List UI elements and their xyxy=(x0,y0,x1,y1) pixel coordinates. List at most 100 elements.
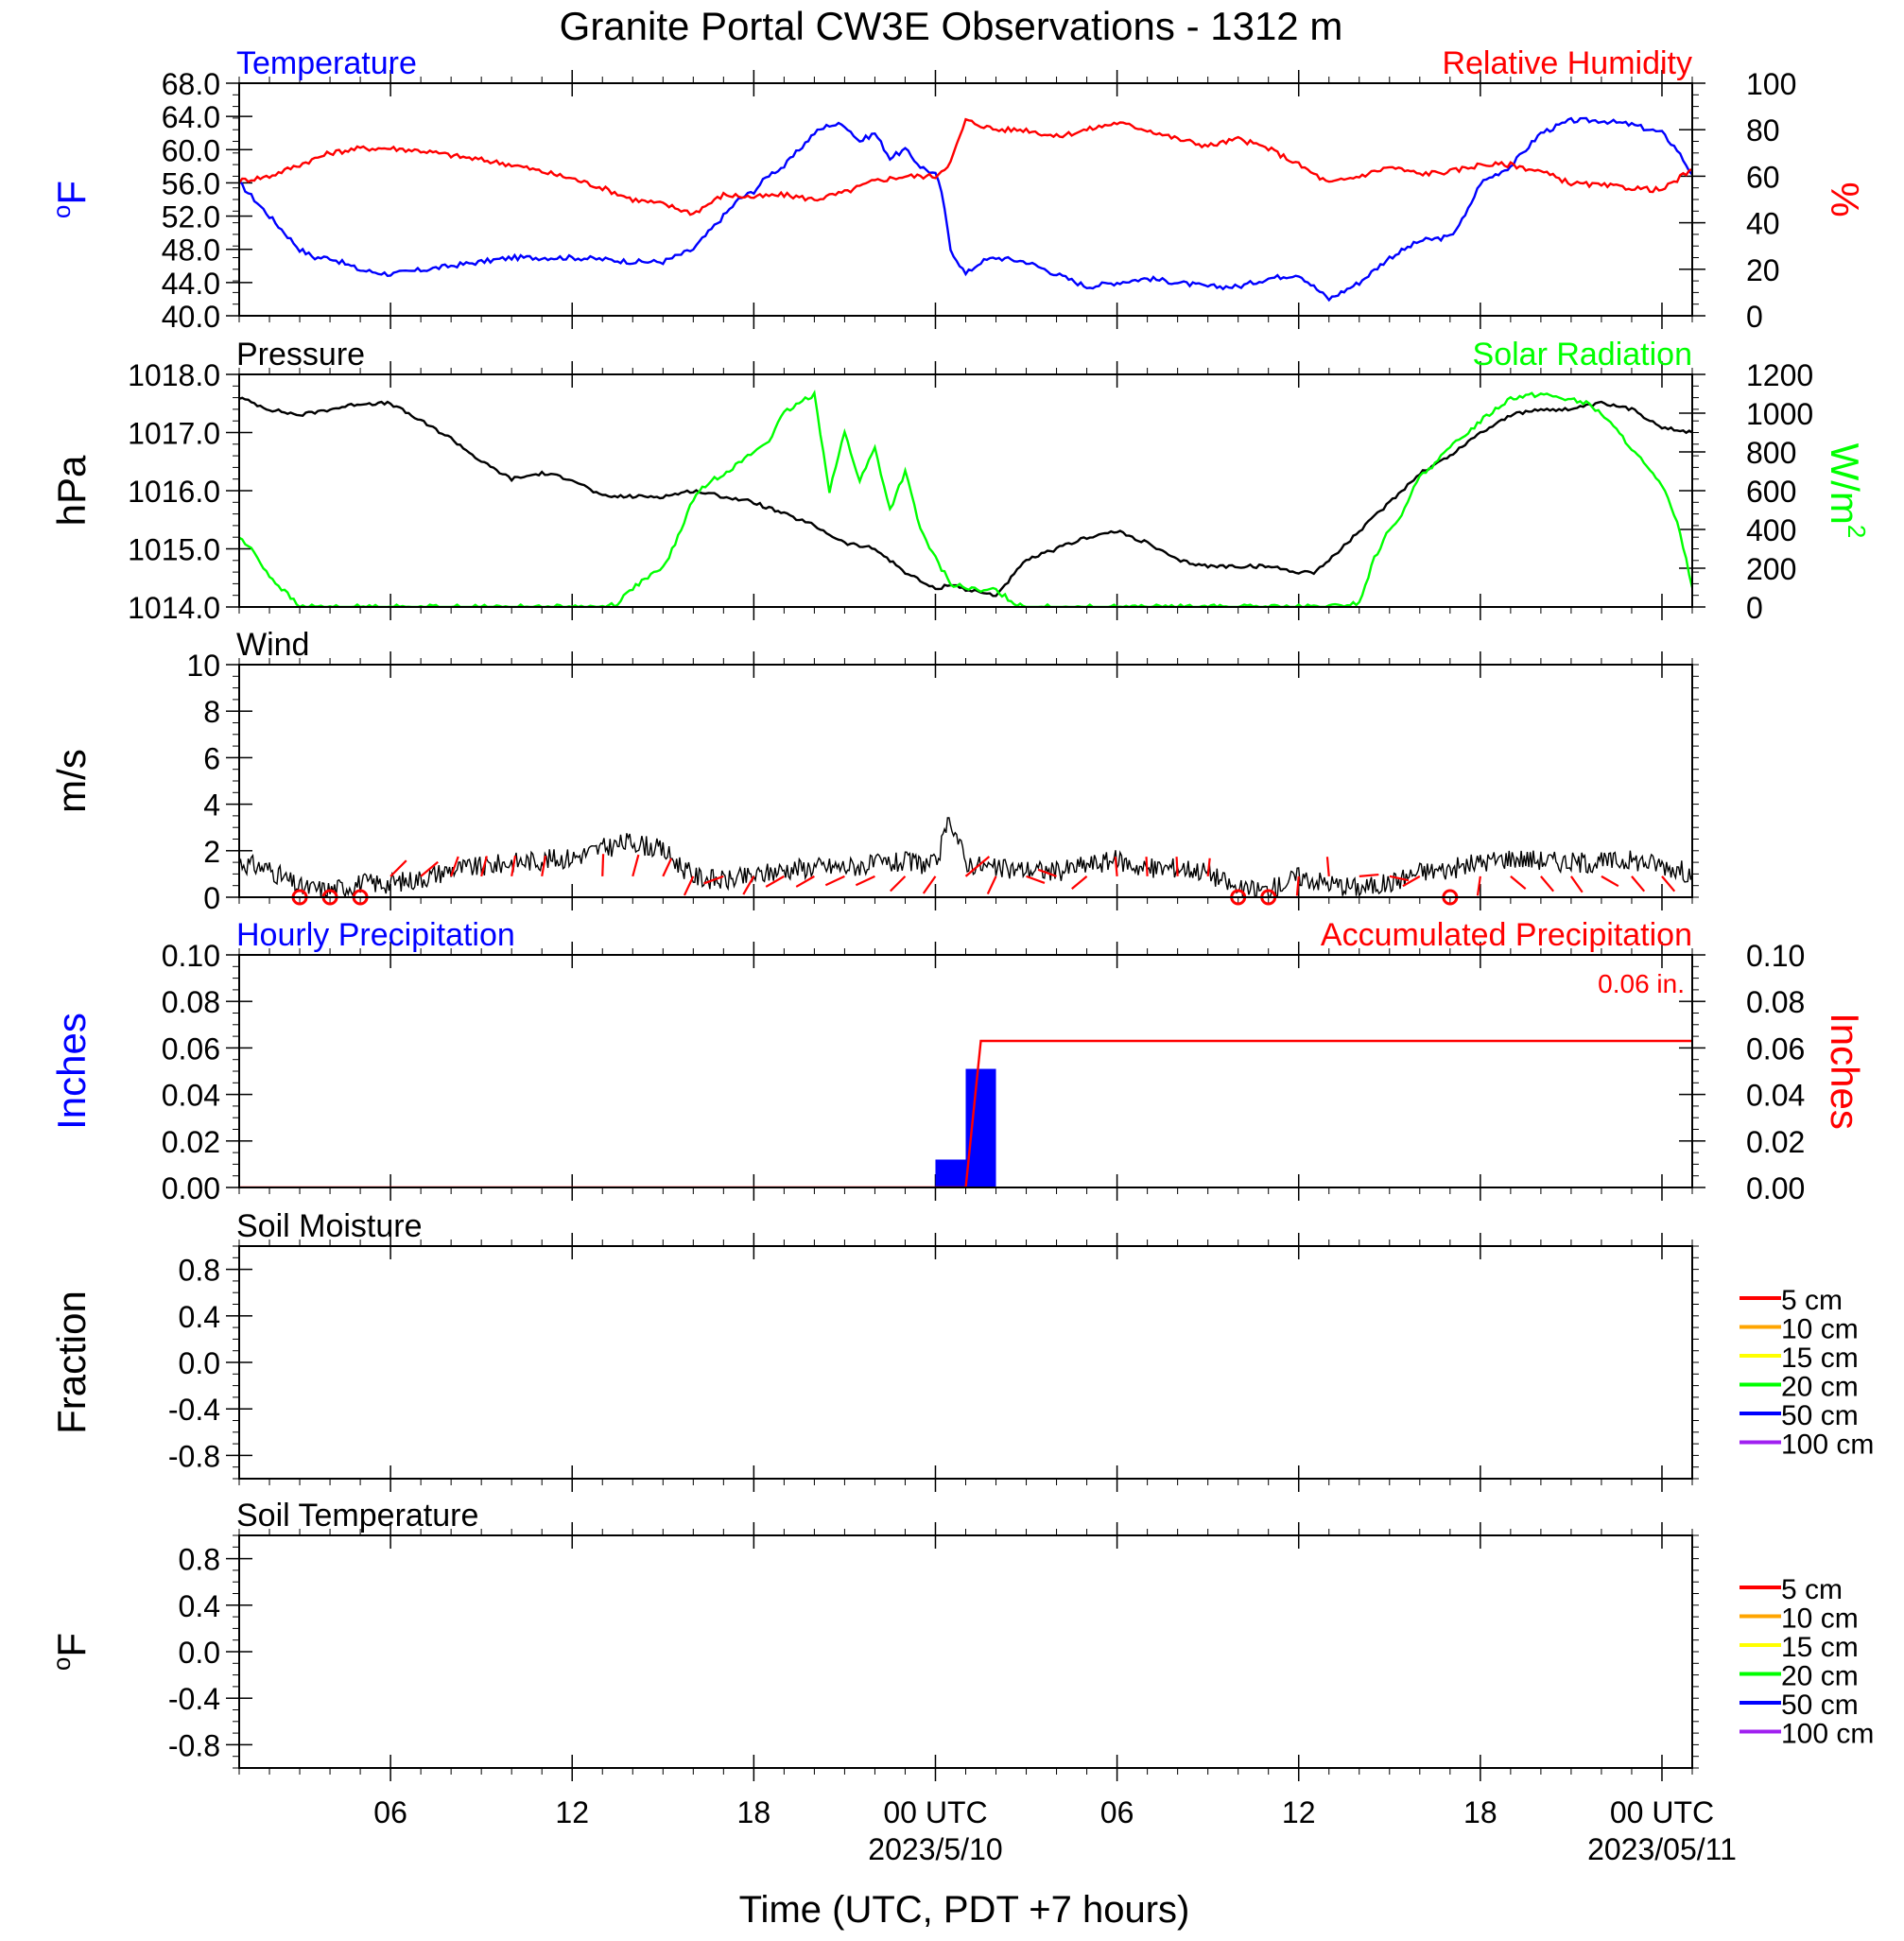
y-tick-label-left: 64.0 xyxy=(162,100,220,134)
x-tick-label: 00 UTC xyxy=(883,1795,987,1829)
wind-barb xyxy=(1325,857,1330,876)
panel-title-right: Accumulated Precipitation xyxy=(1321,917,1692,953)
plot-area xyxy=(239,817,1692,897)
y-axis-label-right-text: Inches xyxy=(1823,1013,1867,1130)
panel-title-left: Temperature xyxy=(236,45,417,81)
wind-barb xyxy=(389,859,407,877)
y-axis-label-left: hPa xyxy=(49,455,94,526)
y-tick-label-right: 60 xyxy=(1746,160,1780,194)
y-tick-label-right: 0 xyxy=(1746,591,1763,625)
y-tick-label-right: 0.02 xyxy=(1746,1125,1805,1159)
y-axis-label-left: Fraction xyxy=(49,1291,94,1434)
legend-label: 15 cm xyxy=(1781,1343,1859,1374)
y-tick-label-right: 0 xyxy=(1746,300,1763,334)
panel-pressure_solar: 1014.0 1015.0 1016.0 1017.0 1018.0 0 200 400 600… xyxy=(49,337,1871,625)
wind-barb xyxy=(1601,875,1619,888)
x-axis-label: Time (UTC, PDT +7 hours) xyxy=(739,1889,1190,1931)
wind-barb xyxy=(1175,857,1179,876)
y-axis-label-right: % xyxy=(1823,182,1867,217)
wind-barb xyxy=(1510,875,1527,890)
y-tick-label-right: 100 xyxy=(1746,67,1796,101)
y-tick-label-left: 4 xyxy=(203,789,220,823)
y-tick-label-left: -0.8 xyxy=(168,1728,220,1762)
x-tick-label: 18 xyxy=(1463,1795,1497,1829)
y-tick-label-right: 1200 xyxy=(1746,358,1813,392)
panel-title-left: Soil Temperature xyxy=(236,1498,478,1534)
y-tick-label-left: 1015.0 xyxy=(128,533,220,567)
y-tick-label-right: 20 xyxy=(1746,253,1780,287)
panel-title-left: Wind xyxy=(236,627,309,663)
legend-label: 5 cm xyxy=(1781,1285,1843,1316)
series-line-temperature xyxy=(239,116,1692,303)
wind-barb xyxy=(1570,875,1584,893)
series-line-pressure xyxy=(239,396,1692,598)
wind-barb xyxy=(1145,857,1149,876)
wind-barb xyxy=(1359,873,1379,877)
y-tick-label-left: 0.0 xyxy=(179,1346,220,1380)
panel-title-right: Relative Humidity xyxy=(1442,45,1692,81)
panel-soil_moisture: -0.8 -0.4 0.0 0.4 0.8 Soil Moisture Fraction 5 … xyxy=(49,1208,1874,1492)
unit-letter: F xyxy=(49,181,94,205)
precip-bar xyxy=(965,1068,996,1187)
panel-frame xyxy=(238,664,1693,898)
panel-temperature_humidity: 40.044.048.052.056.060.064.068.0 0 20 40 60 8… xyxy=(47,45,1867,334)
wind-barb xyxy=(1026,875,1046,884)
y-tick-label-left: 0.02 xyxy=(162,1125,220,1159)
x-date-label: 2023/05/11 xyxy=(1587,1832,1737,1866)
y-tick-label-left: 0.00 xyxy=(162,1171,220,1205)
y-tick-label-left: 6 xyxy=(203,741,220,775)
wind-barb xyxy=(1071,875,1088,890)
series-line-wind-speed xyxy=(239,817,1692,897)
wind-barb xyxy=(742,875,755,895)
y-axis-label-left: oF xyxy=(47,1633,94,1671)
wind-barb xyxy=(1389,875,1410,882)
wind-barb xyxy=(420,860,439,877)
wind-barb xyxy=(890,875,907,893)
y-tick-label-right: 1000 xyxy=(1746,397,1813,431)
y-tick-label-right: 0.10 xyxy=(1746,939,1805,973)
y-axis-label-right-text: % xyxy=(1823,182,1867,217)
y-tick-label-right: 600 xyxy=(1746,475,1796,509)
wind-barb xyxy=(683,875,695,896)
wind-barb xyxy=(986,875,997,895)
y-tick-label-right: 0.08 xyxy=(1746,985,1805,1019)
y-tick-label-left: 0.8 xyxy=(179,1254,220,1288)
legend-label: 15 cm xyxy=(1781,1632,1859,1663)
wind-barb xyxy=(1295,875,1300,896)
y-tick-label-left: 1016.0 xyxy=(128,475,220,509)
wind-barb xyxy=(1661,875,1676,893)
y-axis-label-left: m/s xyxy=(49,749,94,813)
x-tick-label: 12 xyxy=(1282,1795,1316,1829)
y-tick-label-left: 0.0 xyxy=(179,1636,220,1670)
y-tick-label-left: 0 xyxy=(203,881,220,915)
wind-barb xyxy=(703,875,724,885)
wind-barb xyxy=(1402,875,1421,888)
degree-sign: o xyxy=(47,205,76,218)
accumulated-precip-line xyxy=(239,1039,1692,1187)
x-tick-label: 18 xyxy=(737,1795,771,1829)
y-tick-label-left: 2 xyxy=(203,835,220,869)
x-date-label: 2023/5/10 xyxy=(868,1832,1002,1866)
legend-label: 5 cm xyxy=(1781,1574,1843,1605)
y-axis-label-left: oF xyxy=(47,181,94,218)
wind-barb xyxy=(765,875,785,888)
y-axis-label-left: Inches xyxy=(49,1013,94,1130)
y-axis-label-right: W/m2 xyxy=(1823,443,1871,539)
wind-barb xyxy=(964,856,991,877)
y-tick-label-left: -0.8 xyxy=(168,1439,220,1473)
wind-barb xyxy=(1114,857,1118,876)
y-tick-label-left: 0.08 xyxy=(162,985,220,1019)
wind-barb xyxy=(1631,875,1646,893)
panel-frame xyxy=(238,1245,1693,1480)
panel-title-left: Pressure xyxy=(236,337,365,373)
panel-title-left: Soil Moisture xyxy=(236,1208,423,1244)
panel-title-right: Solar Radiation xyxy=(1473,337,1692,373)
y-tick-label-left: 0.4 xyxy=(179,1589,220,1623)
y-tick-label-left: 56.0 xyxy=(162,166,220,200)
wind-barb xyxy=(632,854,640,877)
y-tick-label-left: 48.0 xyxy=(162,234,220,268)
series-line-relative-humidity xyxy=(239,117,1692,217)
y-tick-label-left: 0.10 xyxy=(162,939,220,973)
